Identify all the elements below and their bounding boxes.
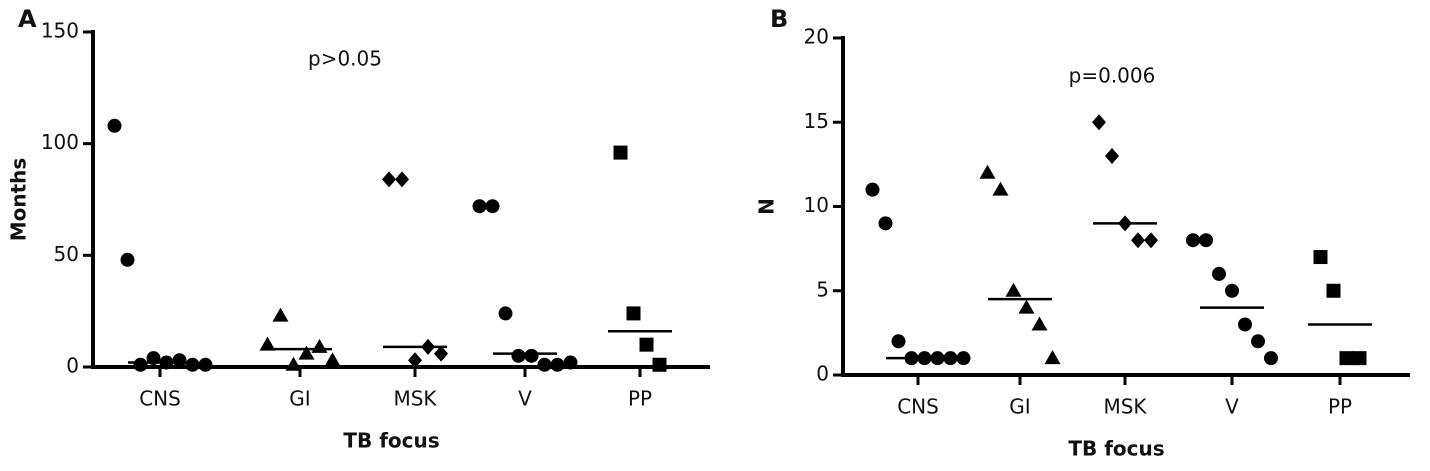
x-tick-label: GI	[289, 387, 310, 411]
y-tick-label: 20	[804, 25, 829, 49]
dot	[434, 345, 448, 362]
x-tick-label: PP	[628, 387, 652, 411]
y-tick-label: 100	[41, 130, 79, 154]
dot	[498, 306, 513, 321]
dot	[1144, 232, 1158, 249]
dot	[1092, 114, 1106, 131]
annotation: p=0.006	[1069, 64, 1156, 88]
dot	[120, 252, 135, 267]
dot	[107, 118, 122, 133]
dot	[524, 348, 539, 363]
dot	[563, 355, 578, 370]
dot	[550, 357, 565, 372]
dot	[485, 199, 500, 214]
x-tick-label: V	[518, 387, 532, 411]
dot	[979, 164, 996, 179]
y-axis-label: N	[755, 198, 779, 215]
dot	[1238, 317, 1252, 332]
dot	[1044, 350, 1061, 365]
x-axis-label: TB focus	[1068, 437, 1164, 461]
dot	[613, 145, 628, 160]
dot	[133, 357, 148, 372]
y-axis-label: Months	[7, 158, 31, 242]
x-tick-label: CNS	[139, 387, 181, 411]
y-tick-label: 10	[804, 193, 829, 217]
panel-label: B	[770, 5, 788, 33]
dot	[311, 338, 328, 353]
dot	[865, 182, 880, 197]
y-tick-label: 0	[66, 354, 79, 378]
dot	[408, 352, 422, 369]
dot	[1339, 351, 1354, 366]
x-tick-label: MSK	[1103, 395, 1147, 419]
dot	[324, 352, 341, 367]
dot	[185, 357, 200, 372]
dot	[172, 353, 187, 368]
dot	[1251, 334, 1265, 349]
dot	[652, 357, 667, 372]
x-tick-label: GI	[1009, 395, 1030, 419]
dot	[272, 307, 289, 322]
dot	[382, 171, 396, 188]
dot	[285, 356, 302, 371]
y-tick-label: 5	[816, 277, 829, 301]
x-axis-label: TB focus	[343, 429, 439, 453]
dot	[891, 334, 906, 349]
dot	[1225, 283, 1239, 298]
dot	[298, 345, 315, 360]
y-tick-label: 15	[804, 109, 829, 133]
panel-label: A	[18, 5, 37, 33]
dot	[537, 357, 552, 372]
dot	[1131, 232, 1145, 249]
dot	[1326, 283, 1341, 298]
dot	[511, 348, 526, 363]
x-tick-label: V	[1225, 395, 1239, 419]
dot	[198, 357, 213, 372]
dot	[956, 351, 971, 366]
y-tick-label: 50	[54, 242, 79, 266]
y-tick-label: 0	[816, 362, 829, 386]
dot	[1186, 233, 1200, 248]
dot	[1352, 351, 1367, 366]
dot	[1005, 282, 1022, 297]
annotation: p>0.05	[308, 47, 382, 71]
dot	[626, 306, 641, 321]
dot	[1031, 316, 1048, 331]
x-tick-label: CNS	[897, 395, 939, 419]
dot	[1199, 233, 1213, 248]
dot	[1105, 147, 1119, 164]
y-tick-label: 150	[41, 19, 79, 43]
dot	[259, 336, 276, 351]
dot	[639, 337, 654, 352]
dot	[472, 199, 487, 214]
dot	[878, 216, 893, 231]
dot	[1313, 250, 1328, 265]
dot	[1212, 266, 1226, 281]
dot	[943, 351, 958, 366]
x-tick-label: PP	[1328, 395, 1352, 419]
dot	[1018, 299, 1035, 314]
dot	[992, 181, 1009, 196]
dot	[395, 171, 409, 188]
dot	[1264, 351, 1278, 366]
x-tick-label: MSK	[393, 387, 437, 411]
